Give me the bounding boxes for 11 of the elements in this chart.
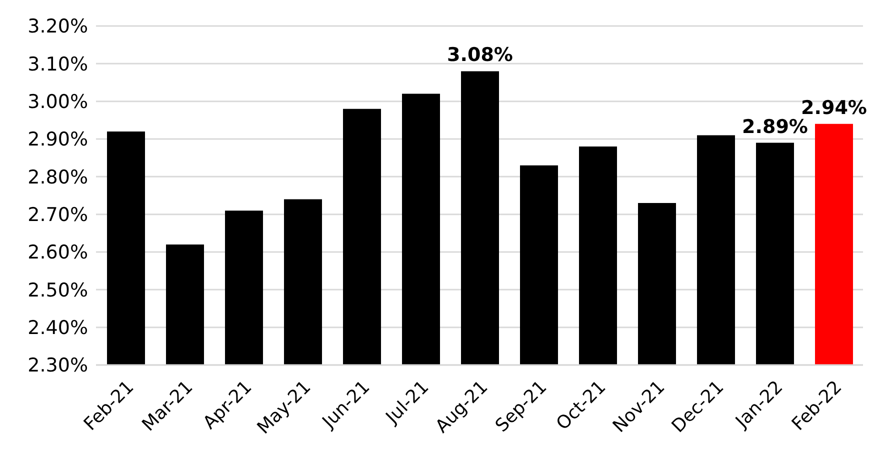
y-tick-label: 3.20% bbox=[28, 16, 88, 38]
y-tick-label: 2.90% bbox=[28, 128, 88, 151]
y-tick-label: 2.50% bbox=[28, 279, 88, 302]
y-tick-label: 2.60% bbox=[28, 242, 88, 264]
y-tick-label: 2.80% bbox=[28, 166, 88, 188]
y-tick-label: 3.00% bbox=[28, 91, 88, 114]
y-tick-label: 2.30% bbox=[28, 354, 88, 377]
y-tick-label: 2.40% bbox=[28, 317, 88, 340]
y-tick-label: 3.10% bbox=[28, 53, 88, 76]
data-label: 3.08% bbox=[447, 44, 513, 66]
y-tick-label: 2.70% bbox=[28, 204, 88, 226]
